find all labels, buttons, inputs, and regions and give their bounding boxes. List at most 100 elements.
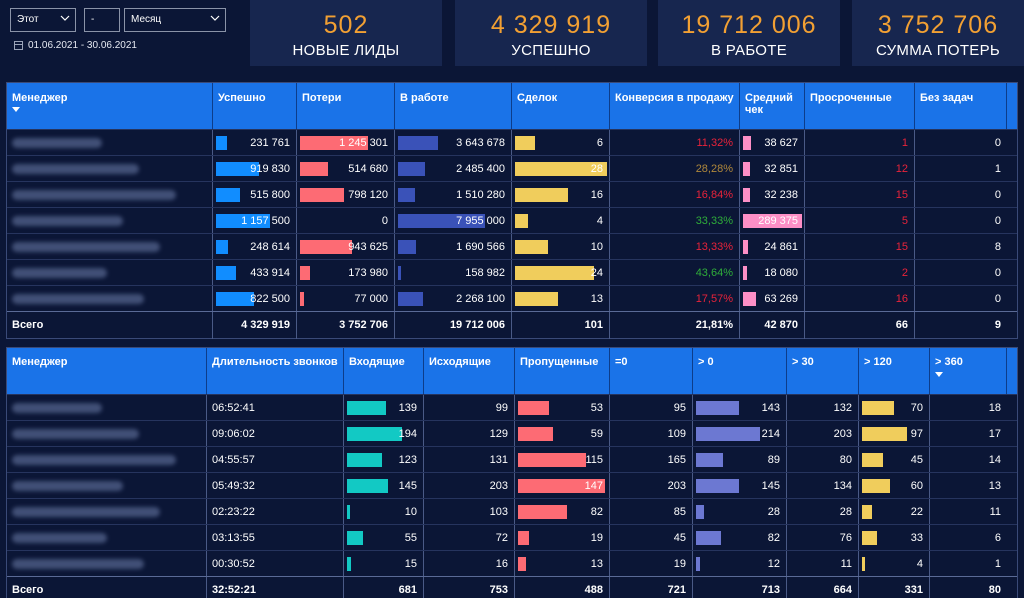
date-range[interactable]: 01.06.2021 - 30.06.2021 — [14, 40, 137, 51]
manager-cell — [7, 182, 213, 208]
gt30-cell: 11 — [787, 551, 859, 577]
data-bar — [398, 136, 438, 150]
manager-cell — [7, 395, 207, 421]
data-bar — [743, 136, 751, 150]
table-row[interactable]: 06:52:41 139 99 53 95 143 132 70 18 — [7, 394, 1017, 421]
table-row[interactable]: 09:06:02 194 129 59 109 214 203 97 17 — [7, 420, 1017, 447]
outgoing-cell: 103 — [424, 499, 515, 525]
table-row[interactable]: 05:49:32 145 203 147 203 145 134 60 13 — [7, 472, 1017, 499]
data-bar — [862, 401, 894, 415]
missed-cell: 82 — [515, 499, 610, 525]
incoming-value: 15 — [404, 558, 417, 570]
column-header-in_work[interactable]: В работе — [395, 83, 512, 129]
missed-value: 82 — [590, 506, 603, 518]
redacted-manager-name — [12, 242, 160, 252]
duration-cell: 04:55:57 — [207, 447, 344, 473]
data-bar — [743, 188, 750, 202]
data-bar — [216, 188, 240, 202]
deals-cell: 4 — [512, 208, 610, 234]
gt0-cell: 143 — [693, 395, 787, 421]
gt30-cell: 134 — [787, 473, 859, 499]
manager-cell — [7, 286, 213, 312]
data-bar — [696, 401, 739, 415]
sort-desc-icon[interactable] — [935, 372, 943, 377]
avg_check-value: 289 375 — [758, 215, 798, 227]
outgoing-cell: 16 — [424, 551, 515, 577]
table-row[interactable]: 515 800 798 120 1 510 280 16 16,84% 32 238 15 0 — [7, 181, 1017, 208]
overdue-value: 1 — [901, 137, 908, 149]
column-header-losses[interactable]: Потери — [297, 83, 395, 129]
column-header-gt30[interactable]: > 30 — [787, 348, 859, 394]
table-row[interactable]: 04:55:57 123 131 115 165 89 80 45 14 — [7, 446, 1017, 473]
column-header-incoming[interactable]: Входящие — [344, 348, 424, 394]
deals-cell: 10 — [512, 234, 610, 260]
column-header-deals[interactable]: Сделок — [512, 83, 610, 129]
total-gt0: 713 — [693, 577, 787, 598]
in_work-value: 1 690 566 — [456, 241, 505, 253]
total-gt360: 80 — [988, 584, 1001, 596]
conversion-value: 11,32% — [696, 137, 734, 149]
table-row[interactable]: 248 614 943 625 1 690 566 10 13,33% 24 861 15 8 — [7, 233, 1017, 260]
success-value: 231 761 — [250, 137, 290, 149]
period-count-input[interactable]: - — [84, 8, 120, 32]
gt0-value: 89 — [767, 454, 780, 466]
chevron-down-icon — [210, 15, 220, 21]
avg_check-cell: 38 627 — [740, 130, 805, 156]
column-header-manager[interactable]: Менеджер — [7, 348, 207, 394]
column-header-duration[interactable]: Длительность звонков — [207, 348, 344, 394]
incoming-value: 139 — [398, 402, 417, 414]
incoming-value: 145 — [398, 480, 417, 492]
column-header-gt0[interactable]: > 0 — [693, 348, 787, 394]
column-header-label: =0 — [615, 356, 628, 368]
eq0-value: 95 — [673, 402, 686, 414]
column-header-overdue[interactable]: Просроченные — [805, 83, 915, 129]
success-cell: 822 500 — [213, 286, 297, 312]
table-row[interactable]: 822 500 77 000 2 268 100 13 17,57% 63 269 16 0 — [7, 285, 1017, 312]
period-type-select[interactable]: Этот — [10, 8, 76, 32]
table-row[interactable]: 00:30:52 15 16 13 19 12 11 4 1 — [7, 550, 1017, 577]
redacted-manager-name — [12, 481, 123, 491]
column-header-gt120[interactable]: > 120 — [859, 348, 930, 394]
manager-cell — [7, 130, 213, 156]
success-value: 433 914 — [250, 267, 290, 279]
duration-value: 03:13:55 — [212, 532, 255, 544]
column-header-label: > 30 — [792, 356, 814, 368]
column-header-gt360[interactable]: > 360 — [930, 348, 1007, 394]
avg_check-cell: 18 080 — [740, 260, 805, 286]
data-bar — [300, 292, 304, 306]
duration-value: 06:52:41 — [212, 402, 255, 414]
conversion-value: 28,28% — [695, 163, 733, 175]
table-row[interactable]: 03:13:55 55 72 19 45 82 76 33 6 — [7, 524, 1017, 551]
column-header-avg_check[interactable]: Средний чек — [740, 83, 805, 129]
table-row[interactable]: 1 157 500 0 7 955 000 4 33,33% 289 375 5 0 — [7, 207, 1017, 234]
column-header-success[interactable]: Успешно — [213, 83, 297, 129]
data-bar — [216, 136, 227, 150]
gt0-value: 12 — [767, 558, 780, 570]
table-row[interactable]: 433 914 173 980 158 982 24 43,64% 18 080 2 0 — [7, 259, 1017, 286]
gt30-value: 203 — [833, 428, 852, 440]
table-row[interactable]: 02:23:22 10 103 82 85 28 28 22 11 — [7, 498, 1017, 525]
data-bar — [398, 214, 485, 228]
gt0-cell: 82 — [693, 525, 787, 551]
table-row[interactable]: 919 830 514 680 2 485 400 28 28,28% 32 851 12 1 — [7, 155, 1017, 182]
column-header-manager[interactable]: Менеджер — [7, 83, 213, 129]
column-header-missed[interactable]: Пропущенные — [515, 348, 610, 394]
eq0-value: 109 — [667, 428, 686, 440]
success-cell: 248 614 — [213, 234, 297, 260]
success-cell: 515 800 — [213, 182, 297, 208]
conversion-cell: 13,33% — [610, 234, 740, 260]
sort-desc-icon[interactable] — [12, 107, 20, 112]
losses-value: 798 120 — [348, 189, 388, 201]
table-row[interactable]: 231 761 1 245 301 3 643 678 6 11,32% 38 627 1 0 — [7, 129, 1017, 156]
column-header-no_tasks[interactable]: Без задач — [915, 83, 1007, 129]
column-header-conversion[interactable]: Конверсия в продажу — [610, 83, 740, 129]
manager-cell — [7, 473, 207, 499]
data-bar — [515, 214, 528, 228]
column-header-outgoing[interactable]: Исходящие — [424, 348, 515, 394]
deals-cell: 16 — [512, 182, 610, 208]
column-header-eq0[interactable]: =0 — [610, 348, 693, 394]
duration-value: 04:55:57 — [212, 454, 255, 466]
data-bar — [216, 266, 236, 280]
in_work-cell: 2 268 100 — [395, 286, 512, 312]
period-unit-select[interactable]: Месяц — [124, 8, 226, 32]
